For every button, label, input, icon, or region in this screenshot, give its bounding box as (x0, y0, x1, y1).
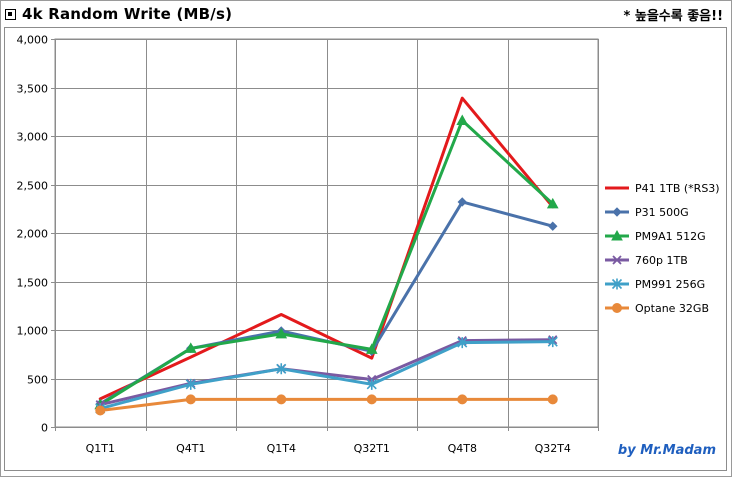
x-tick-label: Q32T1 (354, 442, 390, 455)
legend-label-1: P31 500G (635, 206, 689, 219)
data-point-2-1 (184, 342, 197, 353)
y-tick-label: 2,000 (17, 228, 49, 241)
data-point-5-4 (457, 394, 468, 405)
chart-credit: by Mr.Madam (617, 443, 716, 458)
y-tick-label: 1,500 (17, 277, 49, 290)
series-line-0 (98, 96, 555, 401)
data-point-5-3 (366, 394, 377, 405)
chart-title: 4k Random Write (MB/s) (22, 5, 233, 23)
y-tick-label: 500 (27, 374, 48, 387)
x-tick-label: Q4T8 (448, 442, 477, 455)
data-point-4-5 (547, 336, 558, 348)
data-point-5-0 (95, 405, 106, 416)
data-point-1-5 (548, 221, 558, 231)
series-line-2 (98, 118, 555, 407)
x-tick-label: Q32T4 (535, 442, 571, 455)
data-point-5-1 (185, 394, 196, 405)
data-point-2-4 (456, 114, 469, 125)
data-point-5-2 (276, 394, 287, 405)
legend-label-5: Optane 32GB (635, 302, 709, 315)
data-point-5-5 (547, 394, 558, 405)
legend-marker-2 (611, 229, 623, 241)
chart-area: 0 500 1,000 1,500 2,000 2,500 3,000 3,500 4,000 Q… (4, 27, 727, 471)
data-point-2-5 (546, 197, 559, 209)
y-tick-label: 2,500 (17, 180, 49, 193)
chart-note: * 높을수록 좋음!! (623, 9, 723, 24)
legend-label-4: PM991 256G (635, 278, 705, 291)
x-tick-label: Q1T4 (267, 442, 296, 455)
y-tick-label: 3,500 (17, 83, 49, 96)
data-point-2-3 (365, 343, 378, 354)
data-point-4-4 (457, 337, 468, 349)
data-point-4-2 (276, 363, 287, 375)
x-tick-label: Q1T1 (86, 442, 115, 455)
y-tick-label: 3,000 (17, 131, 49, 144)
series-line-5 (98, 397, 555, 413)
title-row: 4k Random Write (MB/s) (5, 3, 232, 25)
title-bullet-icon (5, 8, 16, 20)
legend-marker-5 (612, 303, 622, 313)
data-point-4-1 (185, 378, 196, 390)
data-point-1-4 (457, 197, 467, 207)
legend-label-2: PM9A1 512G (635, 230, 706, 243)
y-tick-label: 0 (41, 422, 48, 435)
legend-label-3: 760p 1TB (635, 254, 688, 267)
y-tick-label: 1,000 (17, 325, 49, 338)
data-point-2-2 (275, 327, 288, 339)
line-chart: 0 500 1,000 1,500 2,000 2,500 3,000 3,500 4,000 Q… (17, 34, 720, 456)
legend-marker-3 (612, 255, 622, 265)
series-line-4 (98, 340, 555, 411)
x-tick-label: Q4T1 (176, 442, 205, 455)
data-point-4-3 (366, 378, 377, 390)
legend-marker-4 (611, 278, 623, 290)
legend-label-0: P41 1TB (*RS3) (635, 182, 720, 195)
y-tick-label: 4,000 (17, 34, 49, 47)
legend-marker-1 (612, 207, 622, 217)
